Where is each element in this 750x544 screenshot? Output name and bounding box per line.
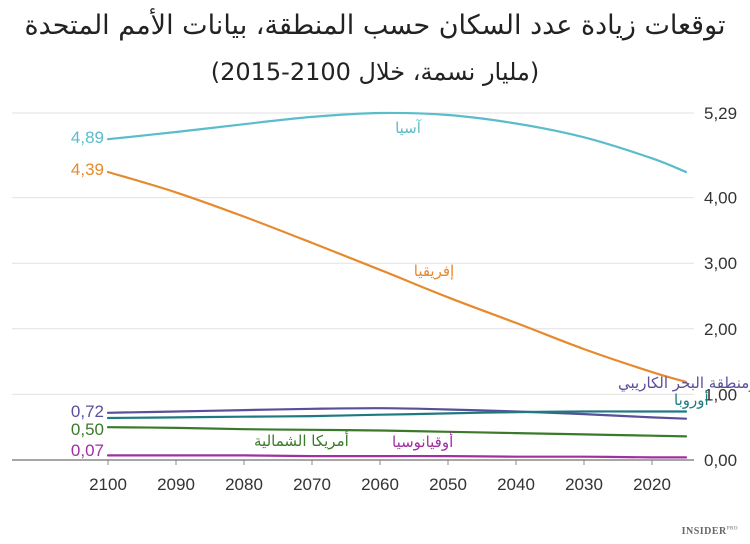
x-tick-label: 2070: [293, 475, 331, 494]
x-tick-label: 2020: [633, 475, 671, 494]
series-line: [106, 170, 688, 383]
series-label: أمريكا اللاتينية ومنطقة البحر الكاريبي: [618, 373, 750, 393]
y-tick-label: 5,29: [704, 104, 737, 123]
chart-title: توقعات زيادة عدد السكان حسب المنطقة، بيا…: [24, 10, 726, 41]
brand-logo: INSIDERPRO: [681, 526, 738, 537]
series-line: [106, 407, 688, 420]
x-tick-label: 2040: [497, 475, 535, 494]
series-label: إفريقيا: [414, 262, 454, 280]
y-tick-label: 1,00: [704, 385, 737, 404]
y-tick-label: 0,00: [704, 451, 737, 470]
x-tick-label: 2080: [225, 475, 263, 494]
series-start-value: 4,39: [71, 160, 104, 179]
series-label: أمريكا الشمالية: [254, 431, 349, 450]
y-tick-label: 2,00: [704, 320, 737, 339]
y-tick-label: 4,00: [704, 189, 737, 208]
series-start-value: 0,50: [71, 420, 104, 439]
series-label: أوروبا: [674, 390, 709, 409]
series-line: [106, 111, 688, 174]
series-line: [106, 454, 688, 459]
series-label: آسيا: [395, 119, 422, 137]
series-start-value: 0,07: [71, 441, 104, 460]
x-tick-label: 2090: [157, 475, 195, 494]
x-tick-label: 2100: [89, 475, 127, 494]
chart-subtitle: (مليار نسمة، خلال 2100-2015): [210, 58, 540, 86]
y-tick-label: 3,00: [704, 254, 737, 273]
x-tick-label: 2030: [565, 475, 603, 494]
x-tick-label: 2050: [429, 475, 467, 494]
series-label: أوقيانوسيا: [392, 432, 453, 451]
series-start-value: 4,89: [71, 128, 104, 147]
series-line: [106, 426, 688, 438]
x-tick-label: 2060: [361, 475, 399, 494]
series-start-value: 0,72: [71, 402, 104, 421]
series-line: [106, 410, 688, 420]
